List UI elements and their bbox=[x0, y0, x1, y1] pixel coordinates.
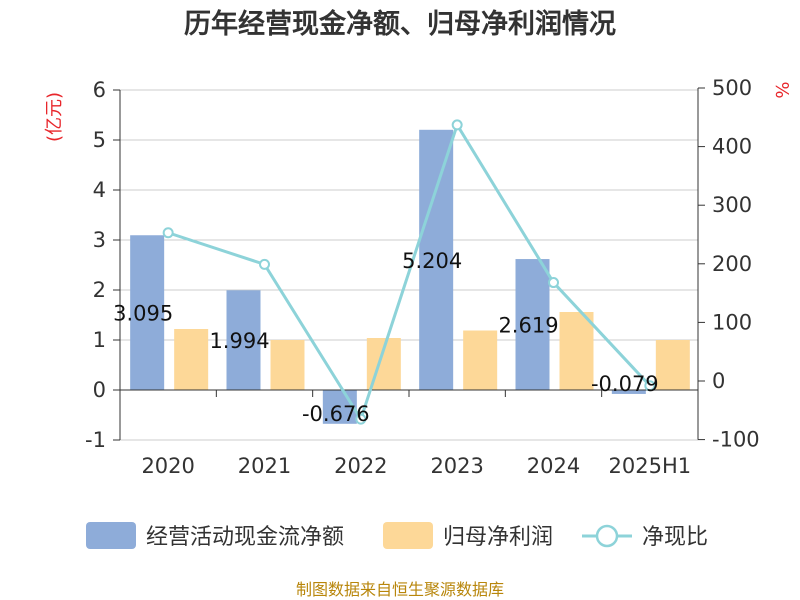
cash-flow-bar bbox=[226, 290, 261, 390]
ratio-point bbox=[548, 277, 559, 289]
legend: 经营活动现金流净额 归母净利润 净现比 bbox=[86, 522, 708, 550]
ratio-point bbox=[644, 380, 656, 392]
right-axis-tick-label: 0 bbox=[712, 369, 725, 393]
right-axis: -100 0 100 200 300 400 500 bbox=[697, 76, 760, 452]
net-profit-bar bbox=[174, 329, 209, 390]
bars bbox=[130, 129, 690, 424]
legend-item-ratio-marker bbox=[595, 524, 619, 548]
cash-flow-value-label: 1.994 bbox=[209, 329, 269, 353]
legend-item-net-profit-label: 归母净利润 bbox=[443, 525, 553, 550]
net-profit-bar bbox=[270, 340, 305, 390]
x-axis-label: 2021 bbox=[238, 454, 291, 478]
left-axis-tick-label: 3 bbox=[93, 228, 106, 252]
ratio-point bbox=[259, 258, 270, 270]
cash-flow-bar bbox=[322, 390, 357, 424]
bar-value-labels: 3.095 1.994 -0.676 5.204 2.619 -0.079 bbox=[113, 249, 659, 426]
right-axis-tick-label: -100 bbox=[712, 428, 760, 452]
cash-flow-value-label: 3.095 bbox=[113, 302, 173, 326]
net-profit-bar bbox=[559, 312, 594, 390]
right-axis-tick-label: 500 bbox=[712, 76, 752, 100]
left-axis-tick-label: 5 bbox=[93, 128, 106, 152]
chart-title: 历年经营现金净额、归母净利润情况 bbox=[184, 8, 616, 40]
left-axis: -1 0 1 2 3 4 5 6 bbox=[85, 78, 121, 452]
legend-item-cash-flow-swatch bbox=[86, 522, 136, 549]
left-axis-tick-label: 1 bbox=[93, 328, 106, 352]
x-axis-label: 2025H1 bbox=[609, 454, 692, 478]
cash-flow-bar bbox=[419, 129, 454, 391]
cash-flow-value-label: 2.619 bbox=[498, 314, 558, 338]
net-profit-bar bbox=[655, 340, 690, 390]
right-axis-unit: % bbox=[771, 81, 792, 98]
legend-item-cash-flow-label: 经营活动现金流净额 bbox=[146, 525, 344, 550]
x-axis-label: 2020 bbox=[141, 454, 194, 478]
left-axis-tick-label: 2 bbox=[93, 278, 106, 302]
cash-flow-bar bbox=[515, 259, 550, 390]
ratio-point bbox=[162, 227, 174, 239]
ratio-line bbox=[167, 121, 651, 423]
right-axis-tick-label: 300 bbox=[712, 193, 752, 217]
left-axis-tick-label: -1 bbox=[85, 428, 106, 452]
ratio-line-series bbox=[162, 119, 656, 425]
legend-item-net-profit-swatch bbox=[383, 522, 433, 549]
x-axis-label: 2024 bbox=[527, 454, 580, 478]
cash-flow-value-label: 5.204 bbox=[402, 249, 462, 273]
left-axis-tick-label: 6 bbox=[93, 78, 106, 102]
ratio-point bbox=[451, 119, 463, 131]
cash-flow-bar bbox=[130, 235, 165, 390]
ratio-point bbox=[355, 413, 367, 425]
grid-lines bbox=[120, 89, 698, 441]
source-note: 制图数据来自恒生聚源数据库 bbox=[296, 580, 504, 599]
cash-flow-bar bbox=[611, 390, 646, 394]
x-axis-label: 2023 bbox=[430, 454, 483, 478]
right-axis-tick-label: 400 bbox=[712, 135, 752, 159]
right-axis-tick-label: 200 bbox=[712, 252, 752, 276]
net-profit-bar bbox=[463, 330, 498, 390]
x-axis: 2020 2021 2022 2023 2024 2025H1 bbox=[119, 389, 699, 478]
legend-item-ratio-label: 净现比 bbox=[642, 525, 708, 550]
left-axis-tick-label: 0 bbox=[93, 378, 106, 402]
cash-flow-value-label: -0.079 bbox=[591, 372, 659, 396]
left-axis-unit: (亿元) bbox=[44, 92, 65, 142]
cash-flow-value-label: -0.676 bbox=[302, 402, 370, 426]
right-axis-tick-label: 100 bbox=[712, 310, 752, 334]
left-axis-tick-label: 4 bbox=[93, 178, 106, 202]
x-axis-label: 2022 bbox=[334, 454, 387, 478]
